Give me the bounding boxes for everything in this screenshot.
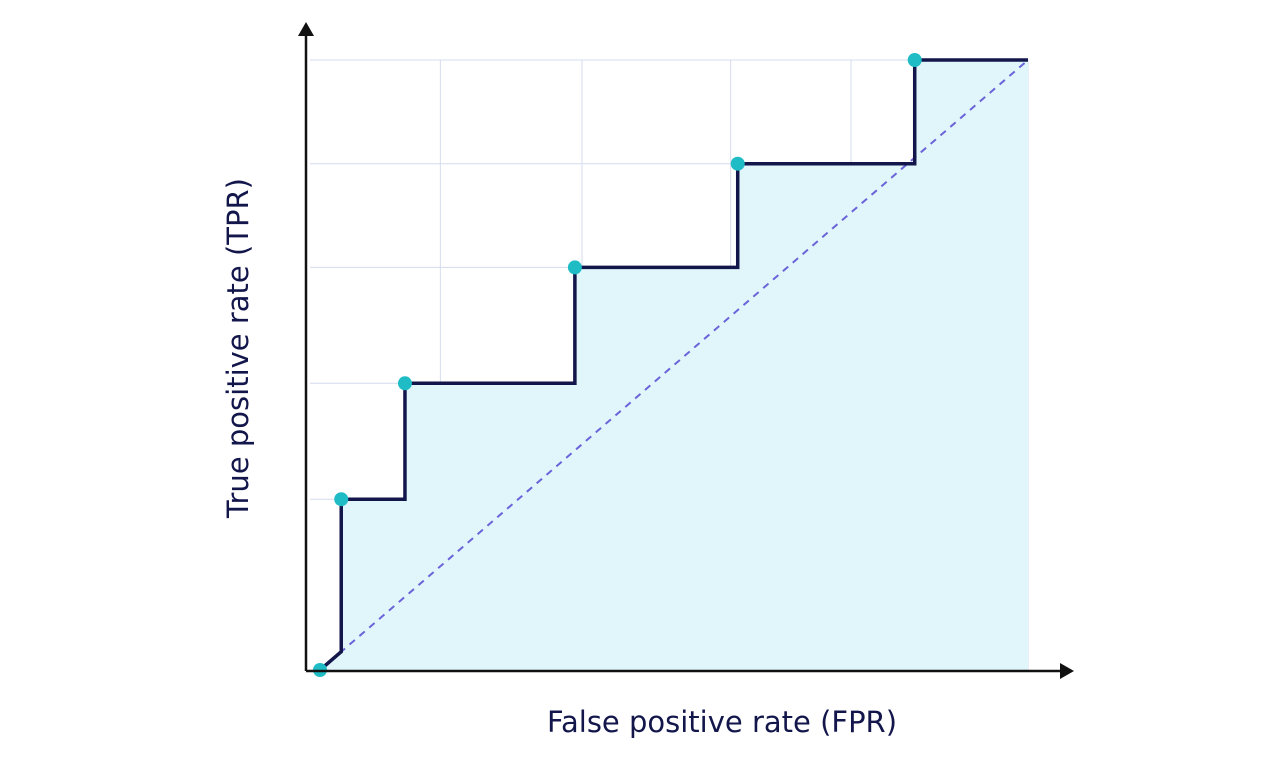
threshold-marker-3 — [567, 260, 582, 275]
y-axis-label: True positive rate (TPR) — [221, 178, 255, 519]
threshold-marker-5 — [907, 53, 922, 67]
axes — [298, 22, 1074, 679]
threshold-marker-2 — [397, 376, 412, 391]
roc-curve-line — [318, 58, 1028, 672]
threshold-marker-1 — [334, 492, 349, 507]
x-axis-arrow — [1060, 663, 1074, 679]
x-axis-label: False positive rate (FPR) — [547, 705, 897, 739]
threshold-marker-4 — [730, 156, 745, 171]
y-axis-arrow — [298, 22, 314, 36]
area-under-curve — [320, 60, 1028, 670]
